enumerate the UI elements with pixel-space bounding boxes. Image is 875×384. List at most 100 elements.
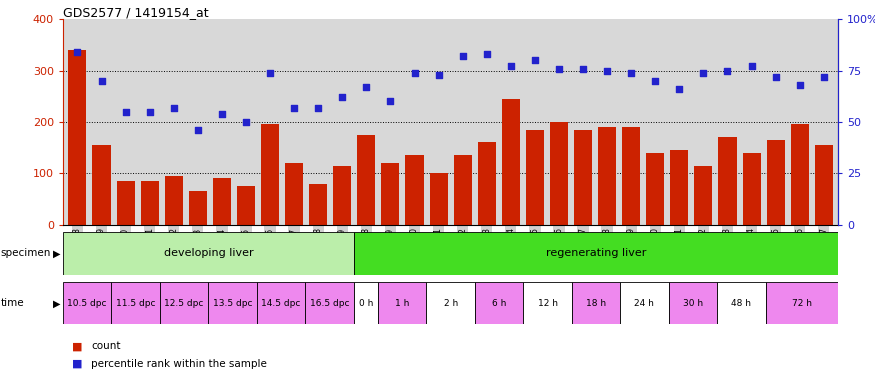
Bar — [141, 181, 158, 225]
Point — [528, 57, 542, 63]
Text: time: time — [1, 298, 24, 308]
Bar — [63, 232, 354, 275]
Text: 2 h: 2 h — [444, 299, 458, 308]
Bar — [357, 135, 375, 225]
Text: ■: ■ — [72, 341, 82, 351]
Point — [456, 53, 470, 59]
Point — [576, 65, 590, 71]
Bar — [285, 163, 303, 225]
Text: ▶: ▶ — [52, 298, 60, 308]
Point — [720, 68, 734, 74]
Point — [816, 74, 830, 80]
Text: 6 h: 6 h — [492, 299, 507, 308]
Text: 30 h: 30 h — [682, 299, 703, 308]
Bar — [526, 130, 544, 225]
Point — [552, 65, 566, 71]
Point — [335, 94, 349, 100]
Bar — [743, 153, 760, 225]
Point — [167, 104, 181, 111]
Bar — [501, 99, 520, 225]
Text: 10.5 dpc: 10.5 dpc — [67, 299, 107, 308]
Bar — [378, 282, 426, 324]
Bar — [305, 282, 354, 324]
Text: count: count — [91, 341, 121, 351]
Bar — [475, 282, 523, 324]
Bar — [354, 232, 838, 275]
Bar — [354, 282, 378, 324]
Point — [312, 104, 326, 111]
Point — [600, 68, 614, 74]
Point — [408, 70, 422, 76]
Bar — [695, 166, 712, 225]
Point — [480, 51, 494, 57]
Bar — [382, 163, 400, 225]
Point — [793, 82, 807, 88]
Point — [768, 74, 782, 80]
Point — [745, 63, 759, 70]
Text: percentile rank within the sample: percentile rank within the sample — [91, 359, 267, 369]
Bar — [208, 282, 257, 324]
Point — [94, 78, 108, 84]
Bar — [622, 127, 640, 225]
Bar — [160, 282, 208, 324]
Bar — [647, 153, 664, 225]
Bar — [189, 191, 206, 225]
Bar — [430, 173, 448, 225]
Text: 72 h: 72 h — [792, 299, 812, 308]
Text: 24 h: 24 h — [634, 299, 654, 308]
Point — [624, 70, 638, 76]
Point — [263, 70, 277, 76]
Bar — [791, 124, 808, 225]
Point — [143, 109, 157, 115]
Bar — [718, 282, 766, 324]
Point — [191, 127, 205, 133]
Text: regenerating liver: regenerating liver — [546, 248, 646, 258]
Point — [383, 98, 397, 104]
Point — [71, 49, 85, 55]
Bar — [598, 127, 616, 225]
Text: 14.5 dpc: 14.5 dpc — [262, 299, 301, 308]
Bar — [550, 122, 568, 225]
Text: 16.5 dpc: 16.5 dpc — [310, 299, 349, 308]
Point — [119, 109, 133, 115]
Bar — [261, 124, 279, 225]
Text: 0 h: 0 h — [359, 299, 373, 308]
Bar — [333, 166, 351, 225]
Point — [648, 78, 662, 84]
Bar — [453, 155, 472, 225]
Bar — [766, 282, 838, 324]
Bar — [523, 282, 571, 324]
Text: 18 h: 18 h — [586, 299, 606, 308]
Bar — [116, 181, 135, 225]
Bar — [213, 179, 231, 225]
Text: specimen: specimen — [1, 248, 52, 258]
Text: 12 h: 12 h — [537, 299, 557, 308]
Text: ■: ■ — [72, 359, 82, 369]
Text: 12.5 dpc: 12.5 dpc — [164, 299, 204, 308]
Point — [239, 119, 253, 125]
Bar — [68, 50, 87, 225]
Bar — [426, 282, 475, 324]
Bar — [668, 282, 718, 324]
Point — [360, 84, 374, 90]
Bar — [63, 282, 111, 324]
Bar — [93, 145, 110, 225]
Point — [672, 86, 686, 92]
Bar — [309, 184, 327, 225]
Text: GDS2577 / 1419154_at: GDS2577 / 1419154_at — [63, 6, 208, 19]
Bar — [571, 282, 620, 324]
Point — [696, 70, 710, 76]
Bar — [815, 145, 833, 225]
Bar — [478, 142, 496, 225]
Text: 48 h: 48 h — [732, 299, 752, 308]
Bar — [718, 137, 737, 225]
Text: 11.5 dpc: 11.5 dpc — [116, 299, 156, 308]
Text: ▶: ▶ — [52, 248, 60, 258]
Bar — [111, 282, 160, 324]
Bar — [620, 282, 668, 324]
Text: 1 h: 1 h — [395, 299, 410, 308]
Text: developing liver: developing liver — [164, 248, 253, 258]
Bar — [670, 150, 689, 225]
Point — [431, 71, 445, 78]
Bar — [574, 130, 592, 225]
